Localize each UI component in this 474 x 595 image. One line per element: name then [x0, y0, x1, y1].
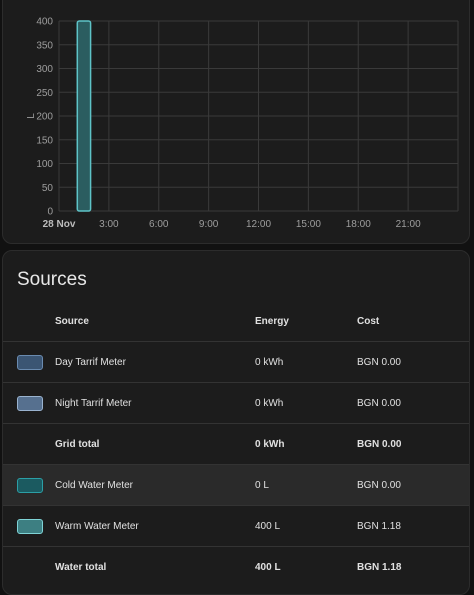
- warm-water-meter-color-swatch[interactable]: [17, 518, 43, 534]
- night-tarrif-meter-color-swatch[interactable]: [17, 395, 43, 411]
- table-row: Day Tarrif Meter 0 kWh BGN 0.00: [3, 341, 469, 383]
- color-cell: [3, 383, 55, 424]
- energy-chart-card: 0 50 100 150 200 250 300 350 400 28 Nov 3:00 6:00 9:…: [2, 0, 470, 244]
- x-tick-label: 12:00: [246, 219, 271, 230]
- y-tick-label: 350: [36, 40, 53, 51]
- source-name: Night Tarrif Meter: [55, 397, 132, 409]
- color-cell: [3, 342, 55, 383]
- source-cost: BGN 0.00: [357, 397, 401, 409]
- source-energy: 0 kWh: [255, 356, 284, 368]
- y-tick-label: 50: [42, 183, 54, 194]
- source-name: Cold Water Meter: [55, 479, 133, 491]
- sources-table: Source Energy Cost Day Tarrif Meter 0 kW…: [3, 301, 469, 588]
- total-label: Water total: [55, 561, 107, 573]
- total-label: Grid total: [55, 438, 100, 450]
- color-cell: [3, 506, 55, 547]
- y-tick-label: 100: [36, 159, 53, 170]
- source-cost: BGN 1.18: [357, 520, 401, 532]
- y-tick-label: 400: [36, 17, 53, 28]
- total-cost: BGN 0.00: [357, 438, 402, 450]
- table-row: Cold Water Meter 0 L BGN 0.00: [3, 464, 469, 506]
- header-energy: Energy: [255, 315, 289, 327]
- x-tick-label: 18:00: [346, 219, 371, 230]
- cold-water-meter-color-swatch[interactable]: [17, 477, 43, 493]
- header-cost: Cost: [357, 315, 380, 327]
- day-tarrif-meter-color-swatch[interactable]: [17, 354, 43, 370]
- y-tick-label: 0: [47, 207, 53, 218]
- source-cost: BGN 0.00: [357, 479, 401, 491]
- source-name: Warm Water Meter: [55, 520, 139, 532]
- bar-warm-water-meter: [76, 20, 92, 212]
- total-energy: 0 kWh: [255, 438, 285, 450]
- source-cost: BGN 0.00: [357, 356, 401, 368]
- water-total-row: Water total 400 L BGN 1.18: [3, 546, 469, 588]
- color-cell: [3, 465, 55, 506]
- source-energy: 0 kWh: [255, 397, 284, 409]
- grid-total-row: Grid total 0 kWh BGN 0.00: [3, 423, 469, 465]
- y-tick-label: 150: [36, 135, 53, 146]
- table-row: Warm Water Meter 400 L BGN 1.18: [3, 505, 469, 547]
- water-usage-chart: 0 50 100 150 200 250 300 350 400 28 Nov 3:00 6:00 9:…: [26, 17, 459, 230]
- x-tick-label: 3:00: [99, 219, 119, 230]
- x-tick-label: 15:00: [296, 219, 321, 230]
- y-tick-label: 300: [36, 64, 53, 75]
- y-axis-label: L: [26, 113, 37, 119]
- y-tick-label: 250: [36, 88, 53, 99]
- y-tick-label: 200: [36, 112, 53, 123]
- header-source: Source: [55, 315, 89, 327]
- x-tick-label: 6:00: [149, 219, 169, 230]
- source-energy: 400 L: [255, 520, 281, 532]
- x-tick-label: 9:00: [199, 219, 219, 230]
- source-name: Day Tarrif Meter: [55, 356, 126, 368]
- sources-title: Sources: [17, 269, 87, 290]
- header-color-column: [3, 301, 55, 342]
- table-header-row: Source Energy Cost: [3, 301, 469, 342]
- sources-card: Sources Source Energy Cost Day Tarrif Me…: [2, 250, 470, 595]
- total-cost: BGN 1.18: [357, 561, 402, 573]
- total-energy: 400 L: [255, 561, 281, 573]
- x-tick-label: 28 Nov: [43, 219, 76, 230]
- table-row: Night Tarrif Meter 0 kWh BGN 0.00: [3, 382, 469, 424]
- source-energy: 0 L: [255, 479, 269, 491]
- x-tick-label: 21:00: [396, 219, 421, 230]
